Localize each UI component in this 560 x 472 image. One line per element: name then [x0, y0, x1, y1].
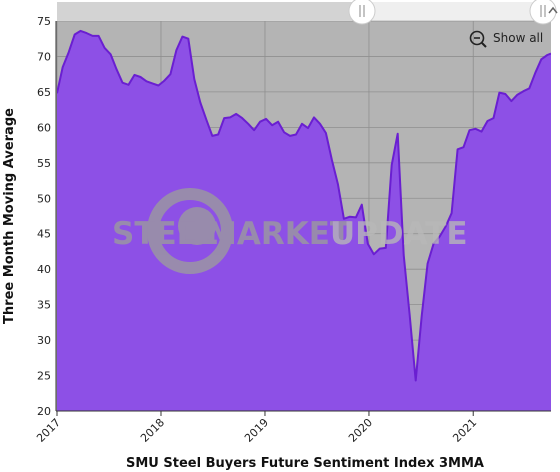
watermark: STEEL MARKET UPDATE [112, 188, 468, 274]
navigator-handle-left[interactable] [348, 0, 376, 25]
y-tick-label: 30 [37, 334, 51, 347]
watermark-logo-circle [147, 188, 233, 274]
y-tick-label: 50 [37, 192, 51, 205]
navigator-selected-range[interactable] [361, 2, 543, 20]
y-tick-label: 75 [37, 15, 51, 28]
x-tick-label: 2019 [242, 416, 271, 445]
watermark-word-market: MARKET [206, 216, 351, 252]
chevron-up-icon[interactable] [548, 6, 558, 14]
zoom-out-icon[interactable] [469, 30, 487, 48]
watermark-word-steel: STEEL [112, 216, 218, 252]
y-tick-label: 45 [37, 228, 51, 241]
show-all-button[interactable]: Show all [469, 30, 544, 48]
series-layer [57, 29, 551, 411]
x-tick-label: 2021 [450, 416, 479, 445]
sentiment-area [57, 30, 551, 411]
x-tick-label: 2017 [34, 416, 63, 445]
y-tick-label: 40 [37, 263, 51, 276]
y-tick-label: 20 [37, 405, 51, 418]
y-tick-label: 55 [37, 157, 51, 170]
show-all-label[interactable]: Show all [493, 31, 543, 45]
x-tick-label: 2018 [138, 416, 167, 445]
x-tick-label: 2020 [346, 416, 375, 445]
sentiment-line [57, 29, 551, 382]
y-tick-label: 65 [37, 86, 51, 99]
y-tick-label: 70 [37, 50, 51, 63]
range-navigator[interactable] [57, 0, 558, 25]
y-axis-ticks: 20 25 30 35 40 45 50 55 60 65 70 75 [37, 15, 51, 418]
y-axis-title: Three Month Moving Average [2, 108, 17, 324]
y-tick-label: 25 [37, 370, 51, 383]
y-tick-label: 35 [37, 299, 51, 312]
watermark-word-update: UPDATE [330, 216, 468, 252]
x-axis-title: SMU Steel Buyers Future Sentiment Index … [126, 456, 484, 471]
watermark-logo-inner [178, 207, 216, 245]
navigator-handle-right[interactable] [529, 0, 557, 25]
x-axis-ticks: 2017 2018 2019 2020 2021 [34, 411, 479, 445]
y-tick-label: 60 [37, 121, 51, 134]
